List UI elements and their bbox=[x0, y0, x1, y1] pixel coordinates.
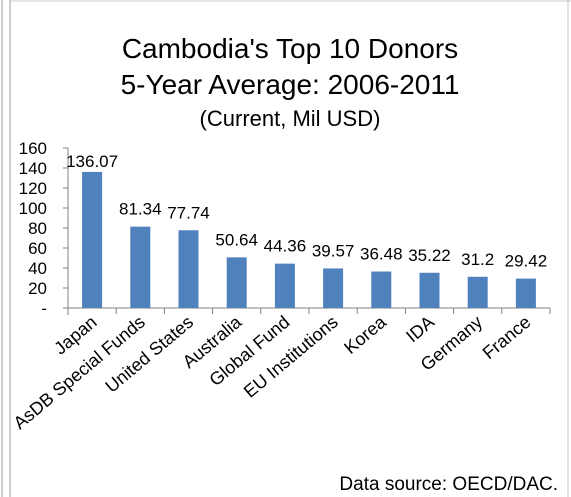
chart-unit-note: (Current, Mil USD) bbox=[200, 106, 381, 131]
bar-value-label: 35.22 bbox=[408, 246, 451, 265]
bar bbox=[130, 226, 151, 308]
bar bbox=[178, 230, 199, 308]
y-tick-label: 80 bbox=[28, 219, 47, 238]
bar bbox=[371, 271, 392, 308]
bar-value-label: 77.74 bbox=[167, 203, 210, 222]
bar bbox=[515, 278, 536, 308]
value-labels: 136.07 81.34 77.74 50.64 44.36 39.57 36.48 35.2… bbox=[66, 152, 547, 271]
bar bbox=[419, 272, 440, 308]
y-tick-label: 40 bbox=[28, 259, 47, 278]
y-tick-label: 140 bbox=[19, 159, 47, 178]
x-tick-label: France bbox=[479, 312, 535, 363]
y-tick-label: 20 bbox=[28, 279, 47, 298]
bar-value-label: 50.64 bbox=[215, 230, 258, 249]
chart-subtitle: 5-Year Average: 2006-2011 bbox=[121, 69, 460, 100]
bar bbox=[226, 257, 247, 308]
data-source-note: Data source: OECD/DAC. bbox=[339, 474, 558, 495]
bar-value-label: 136.07 bbox=[66, 152, 118, 171]
bar-value-label: 44.36 bbox=[264, 237, 307, 256]
bar bbox=[274, 263, 295, 308]
y-tick-label: 120 bbox=[19, 179, 47, 198]
y-tick-label: 100 bbox=[19, 199, 47, 218]
bar-value-label: 39.57 bbox=[312, 241, 355, 260]
y-tick-label: - bbox=[41, 299, 47, 318]
bar-value-label: 29.42 bbox=[505, 252, 548, 271]
bar-value-label: 36.48 bbox=[360, 245, 403, 264]
bar-value-label: 81.34 bbox=[119, 200, 162, 219]
bar bbox=[323, 268, 344, 308]
bar-value-label: 31.2 bbox=[461, 250, 494, 269]
bar bbox=[82, 171, 103, 308]
x-tick-label: Korea bbox=[340, 311, 390, 358]
y-tick-label: 60 bbox=[28, 239, 47, 258]
y-tick-label: 160 bbox=[19, 139, 47, 158]
chart-title: Cambodia's Top 10 Donors bbox=[122, 33, 458, 64]
bar bbox=[467, 276, 488, 308]
bars bbox=[82, 171, 536, 308]
x-tick-label: IDA bbox=[402, 312, 438, 347]
